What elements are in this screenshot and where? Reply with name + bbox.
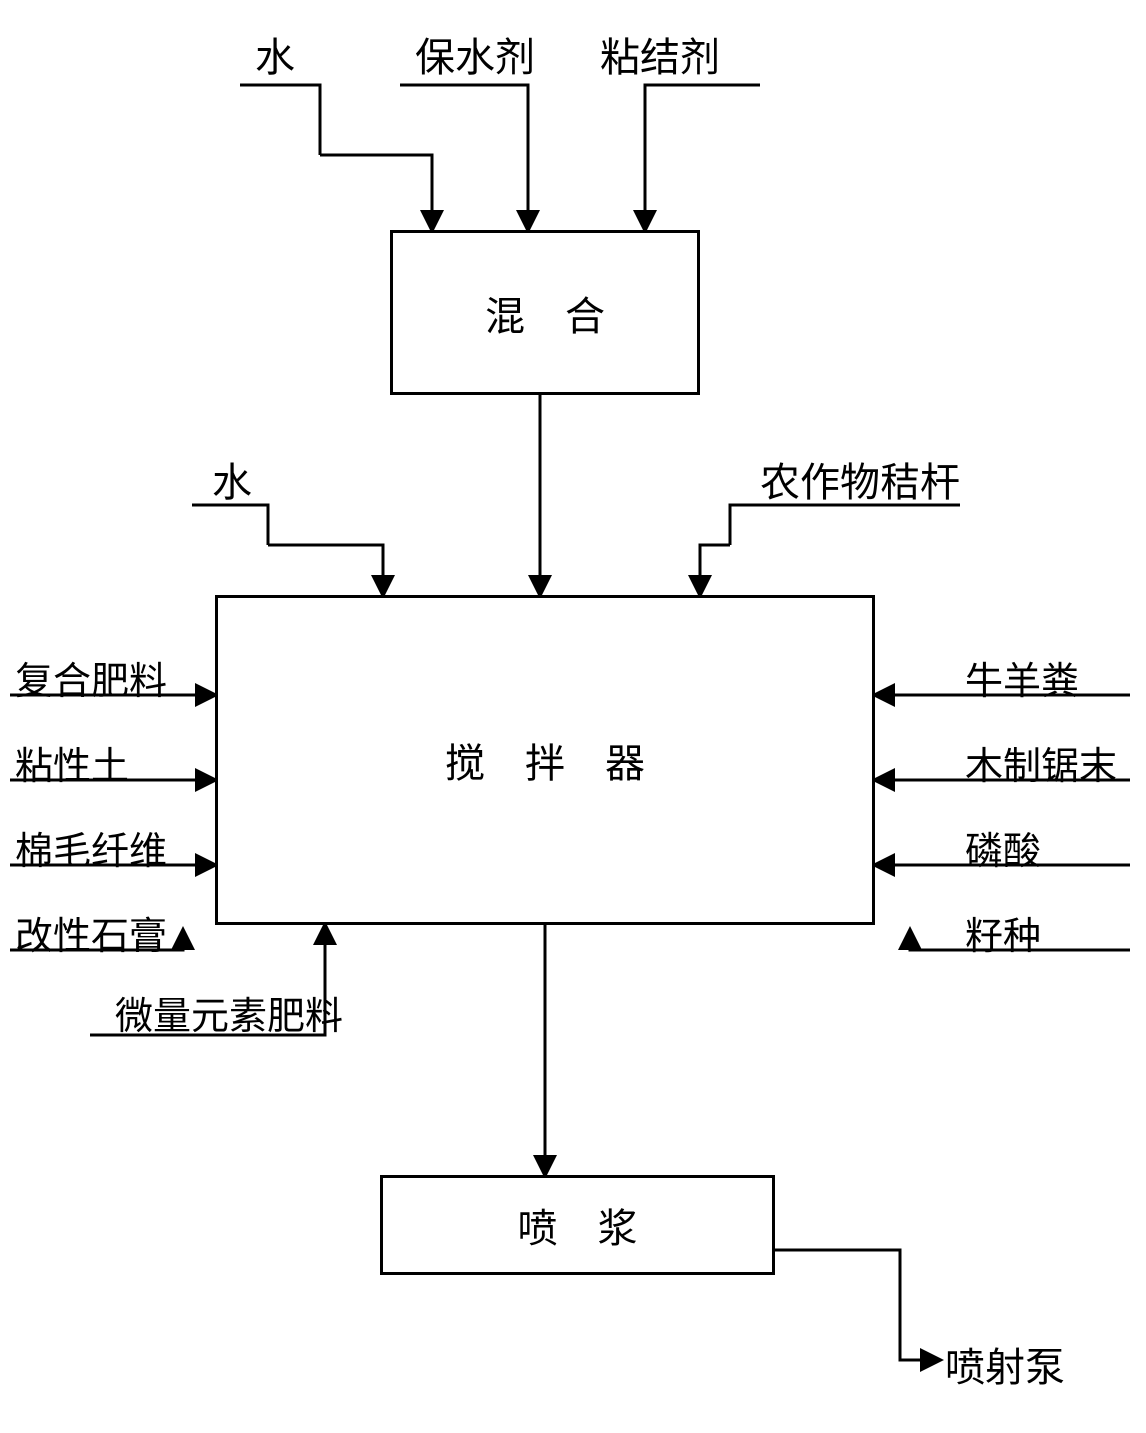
right-input-1: 木制锯末 — [965, 735, 1117, 790]
left-bottom-input: 改性石膏 — [15, 905, 167, 960]
left-input-2: 棉毛纤维 — [15, 820, 167, 875]
box-spray: 喷 浆 — [380, 1175, 775, 1275]
diagram-canvas: 混 合搅 拌 器喷 浆水保水剂粘结剂水农作物秸杆复合肥料粘性土棉毛纤维改性石膏牛… — [0, 0, 1146, 1433]
input-binder: 粘结剂 — [600, 25, 720, 83]
box-stir: 搅 拌 器 — [215, 595, 875, 925]
input-water2: 水 — [212, 450, 252, 508]
box-label-mix: 混 合 — [485, 284, 605, 342]
box-label-spray: 喷 浆 — [518, 1196, 638, 1254]
right-bottom-input: 籽种 — [965, 905, 1041, 960]
box-mix: 混 合 — [390, 230, 700, 395]
right-input-2: 磷酸 — [965, 820, 1041, 875]
micro-input: 微量元素肥料 — [115, 985, 343, 1040]
spray-output-label: 喷射泵 — [945, 1335, 1065, 1393]
input-straw: 农作物秸杆 — [760, 450, 960, 508]
right-input-0: 牛羊粪 — [965, 650, 1079, 705]
left-input-1: 粘性土 — [15, 735, 129, 790]
input-water1: 水 — [255, 25, 295, 83]
left-input-0: 复合肥料 — [15, 650, 167, 705]
input-retainer: 保水剂 — [415, 25, 535, 83]
box-label-stir: 搅 拌 器 — [445, 731, 645, 789]
